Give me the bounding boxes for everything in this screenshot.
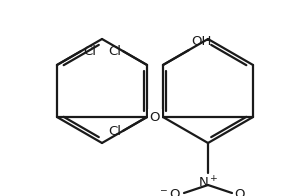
Text: Cl: Cl (108, 124, 121, 138)
Text: O: O (234, 189, 245, 196)
Text: N$^+$: N$^+$ (198, 175, 218, 190)
Text: OH: OH (191, 35, 211, 48)
Text: $^-$O: $^-$O (158, 189, 182, 196)
Text: Cl: Cl (108, 44, 121, 57)
Text: O: O (150, 111, 160, 123)
Text: Cl: Cl (83, 44, 96, 57)
